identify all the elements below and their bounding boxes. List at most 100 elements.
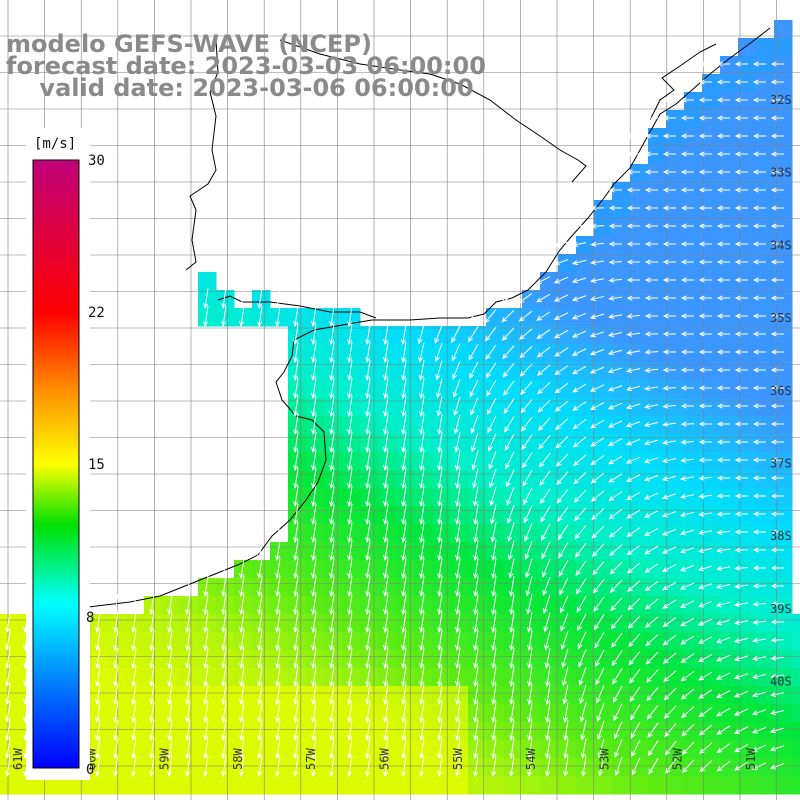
wind-cell <box>648 452 667 471</box>
wind-cell <box>522 704 541 723</box>
wind-cell <box>216 758 235 777</box>
wind-arrow <box>311 468 317 490</box>
wind-cell <box>720 92 739 111</box>
wind-arrow <box>542 594 551 615</box>
wind-cell <box>702 362 721 381</box>
wind-cell <box>684 722 703 741</box>
wind-cell <box>342 686 361 705</box>
wind-arrow <box>665 758 677 774</box>
wind-arrow <box>679 582 695 590</box>
wind-arrow <box>589 295 605 302</box>
wind-cell <box>432 452 451 471</box>
wind-arrow <box>644 187 658 193</box>
wind-cell <box>162 596 181 615</box>
wind-arrow <box>453 396 461 417</box>
wind-cell <box>648 434 667 453</box>
wind-arrow <box>539 470 551 487</box>
wind-cell <box>378 398 397 417</box>
wind-arrow <box>347 612 353 634</box>
wind-cell <box>756 434 775 453</box>
wind-arrow <box>149 756 155 778</box>
wind-cell <box>612 182 631 201</box>
wind-cell <box>756 542 775 561</box>
wind-cell <box>594 596 613 615</box>
wind-arrow <box>597 738 605 759</box>
wind-cell <box>702 470 721 489</box>
wind-arrow <box>113 666 119 688</box>
wind-arrow <box>680 115 694 121</box>
wind-cell <box>594 632 613 651</box>
wind-cell <box>0 776 19 795</box>
wind-arrow <box>239 306 245 328</box>
wind-arrow <box>185 702 191 724</box>
wind-cell <box>558 740 577 759</box>
wind-arrow <box>502 363 515 378</box>
wind-cell <box>306 326 325 345</box>
wind-cell <box>648 470 667 489</box>
wind-arrow <box>113 720 119 742</box>
wind-cell <box>486 326 505 345</box>
wind-cell <box>756 128 775 147</box>
wind-cell <box>306 722 325 741</box>
wind-cell <box>756 668 775 687</box>
wind-cell <box>306 542 325 561</box>
wind-arrow <box>644 115 658 121</box>
wind-cell <box>414 614 433 633</box>
wind-cell <box>126 704 145 723</box>
wind-cell <box>432 470 451 489</box>
wind-arrow <box>571 330 587 338</box>
wind-arrow <box>347 540 353 562</box>
wind-cell <box>774 164 793 183</box>
wind-arrow <box>770 493 784 499</box>
wind-cell <box>792 668 800 687</box>
wind-arrow <box>571 312 587 320</box>
wind-arrow <box>437 432 443 454</box>
wind-arrow <box>545 702 551 724</box>
wind-arrow <box>595 667 605 686</box>
wind-arrow <box>628 651 641 666</box>
wind-cell <box>108 776 127 795</box>
wind-cell <box>306 758 325 777</box>
wind-cell <box>666 200 685 219</box>
wind-arrow <box>257 648 263 670</box>
wind-cell <box>252 632 271 651</box>
wind-arrow <box>149 738 155 760</box>
wind-cell <box>612 380 631 399</box>
wind-cell <box>540 290 559 309</box>
wind-cell <box>540 452 559 471</box>
wind-cell <box>648 308 667 327</box>
wind-cell <box>756 272 775 291</box>
wind-cell <box>666 542 685 561</box>
wind-arrow <box>592 561 605 576</box>
wind-arrow <box>383 324 389 346</box>
wind-cell <box>504 722 523 741</box>
wind-arrow <box>455 666 461 688</box>
wind-cell <box>450 758 469 777</box>
wind-arrow <box>643 457 659 464</box>
wind-cell <box>666 776 685 795</box>
wind-cell <box>486 776 505 795</box>
wind-arrow <box>401 702 407 724</box>
wind-arrow <box>571 259 587 266</box>
wind-cell <box>540 668 559 687</box>
wind-arrow <box>472 468 479 489</box>
wind-arrow <box>716 439 730 445</box>
wind-cell <box>594 380 613 399</box>
wind-arrow <box>770 97 784 103</box>
wind-cell <box>612 650 631 669</box>
wind-arrow <box>437 468 443 490</box>
wind-arrow <box>716 61 730 67</box>
wind-cell <box>756 740 775 759</box>
wind-arrow <box>275 594 281 616</box>
wind-cell <box>666 146 685 165</box>
wind-cell <box>756 560 775 579</box>
wind-cell <box>378 668 397 687</box>
wind-arrow <box>419 450 425 472</box>
wind-cell <box>648 668 667 687</box>
wind-cell <box>432 596 451 615</box>
wind-cell <box>558 344 577 363</box>
wind-arrow <box>614 756 623 777</box>
wind-cell <box>0 704 19 723</box>
wind-cell <box>702 218 721 237</box>
wind-arrow <box>770 385 784 391</box>
